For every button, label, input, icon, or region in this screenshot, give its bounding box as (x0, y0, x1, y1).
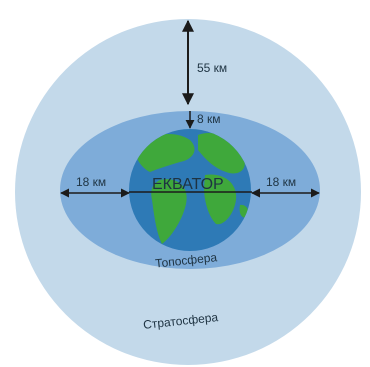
troposphere-equator-left-label: 18 км (76, 175, 106, 189)
stratosphere-thickness-label: 55 км (197, 61, 227, 75)
troposphere-polar-thickness-label: 8 км (197, 112, 221, 126)
troposphere-equator-right-label: 18 км (266, 175, 296, 189)
troposphere-label: Топосфера (154, 250, 218, 270)
equator-label: ЕКВАТОР (152, 176, 224, 193)
